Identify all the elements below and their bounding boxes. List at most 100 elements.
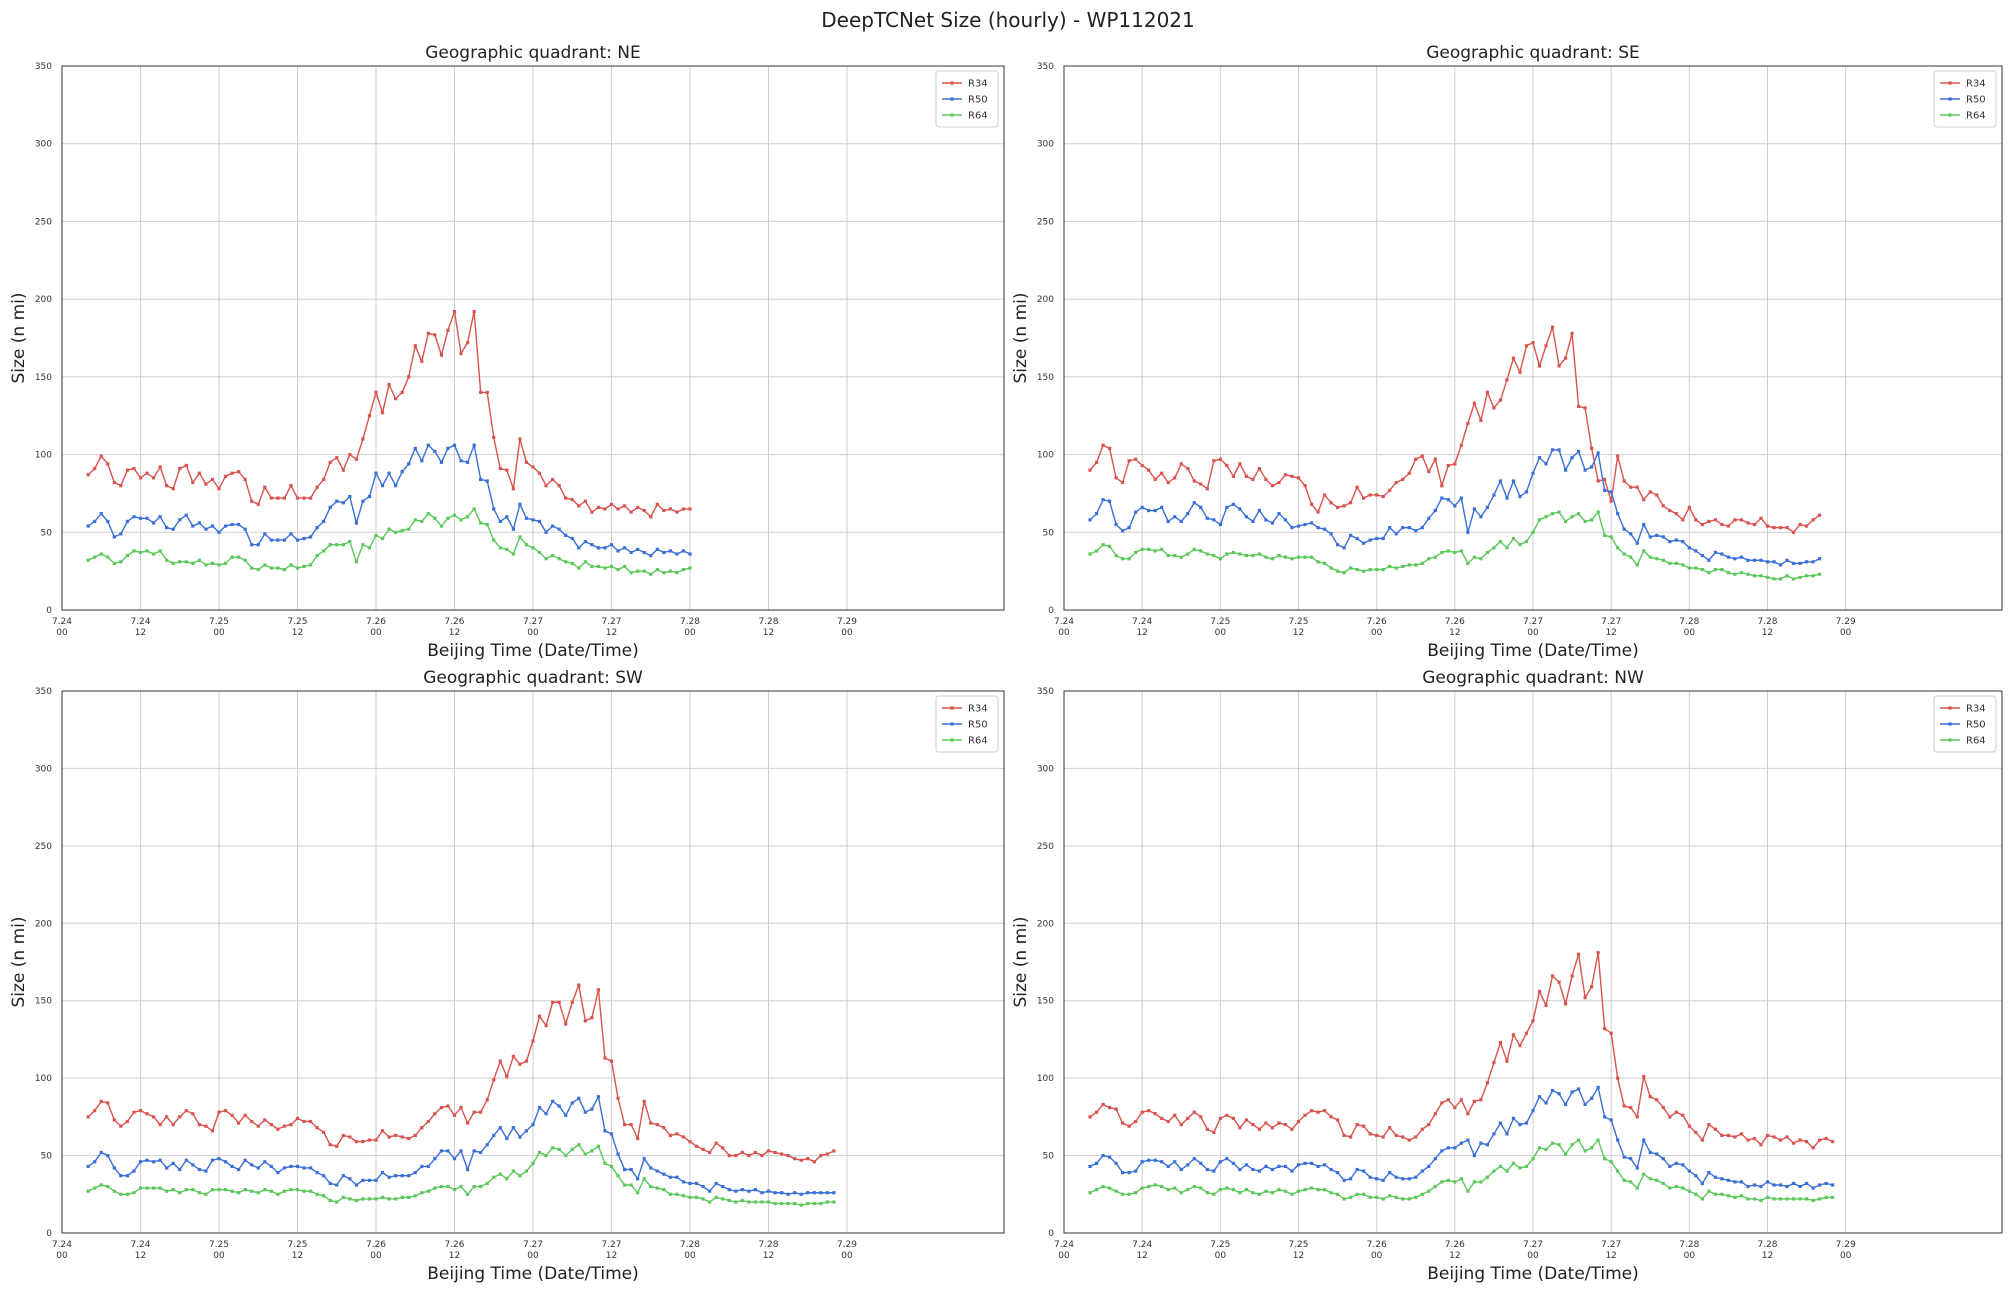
data-point: [1603, 1115, 1607, 1119]
data-point: [237, 470, 241, 474]
data-point: [1264, 1164, 1268, 1169]
data-point: [263, 1188, 267, 1192]
data-point: [1720, 567, 1724, 572]
data-point: [1101, 543, 1105, 547]
x-axis-label: Beijing Time (Date/Time): [427, 641, 639, 661]
data-point: [1114, 554, 1118, 558]
data-point: [112, 535, 116, 539]
data-point: [1147, 1158, 1151, 1162]
data-point: [1303, 555, 1307, 559]
y-axis-label: Size (n mi): [1011, 916, 1031, 1007]
data-point: [1694, 1192, 1698, 1196]
data-point: [1218, 1188, 1222, 1192]
data-point: [485, 1143, 489, 1147]
data-point: [1531, 530, 1535, 534]
data-point: [1290, 1169, 1294, 1173]
data-point: [1107, 1105, 1112, 1110]
data-point: [1466, 561, 1470, 565]
data-point: [191, 1163, 195, 1167]
data-point: [564, 533, 568, 537]
data-point: [1127, 1124, 1131, 1128]
data-point: [1309, 1186, 1314, 1190]
data-point: [1427, 516, 1431, 520]
series-r50: [86, 1094, 836, 1196]
data-point: [511, 527, 515, 531]
data-point: [230, 522, 234, 527]
data-point: [1713, 1192, 1717, 1196]
data-point: [1147, 1109, 1151, 1113]
data-point: [178, 560, 182, 564]
data-point: [1127, 557, 1131, 561]
data-point: [1557, 448, 1561, 452]
data-point: [1563, 468, 1568, 472]
data-point: [289, 563, 293, 567]
data-point: [1257, 1169, 1262, 1173]
data-point: [1388, 564, 1392, 569]
data-point: [256, 502, 260, 506]
data-point: [1283, 518, 1288, 522]
data-point: [1694, 549, 1698, 553]
data-point: [596, 564, 601, 569]
data-point: [237, 1191, 241, 1195]
data-point: [256, 543, 260, 547]
data-point: [766, 1149, 771, 1153]
data-point: [132, 1110, 136, 1114]
data-point: [583, 1152, 587, 1156]
data-point: [609, 564, 614, 569]
x-tick-label: 7.25 12: [287, 1240, 307, 1261]
data-point: [1212, 459, 1216, 463]
data-point: [426, 443, 430, 447]
data-point: [1322, 1188, 1327, 1192]
data-point: [145, 1186, 149, 1190]
data-point: [1140, 463, 1144, 468]
data-point: [1140, 1160, 1144, 1164]
data-point: [1173, 554, 1177, 558]
data-point: [1557, 980, 1561, 984]
data-point: [1153, 477, 1157, 482]
data-point: [1290, 1127, 1294, 1131]
data-point: [1231, 1161, 1235, 1165]
data-point: [622, 546, 627, 550]
data-point: [1804, 560, 1809, 564]
legend-box: [1933, 70, 1997, 128]
data-point: [1094, 1188, 1099, 1192]
data-point: [681, 1194, 686, 1198]
data-point: [655, 567, 659, 572]
data-point: [1811, 574, 1815, 578]
data-point: [276, 1127, 280, 1131]
data-point: [165, 1115, 169, 1119]
data-point: [675, 1132, 679, 1136]
data-point: [269, 566, 273, 570]
data-point: [387, 1197, 391, 1201]
data-point: [1700, 567, 1704, 572]
data-point: [1590, 985, 1594, 989]
x-tick-label: 7.29 00: [837, 1240, 857, 1261]
data-point: [655, 547, 659, 551]
data-point: [1518, 1166, 1522, 1170]
data-point: [1205, 487, 1209, 491]
data-point: [204, 1124, 208, 1128]
data-point: [760, 1200, 764, 1204]
data-point: [1251, 1191, 1255, 1195]
data-point: [439, 460, 444, 464]
data-point: [1375, 1133, 1379, 1138]
data-point: [505, 515, 509, 519]
data-point: [551, 477, 555, 482]
data-point: [636, 569, 640, 573]
data-point: [1570, 974, 1574, 978]
data-point: [1485, 390, 1490, 394]
data-point: [217, 530, 221, 534]
data-point: [1576, 449, 1581, 454]
data-point: [773, 1191, 777, 1195]
data-point: [1694, 1174, 1698, 1178]
data-point: [1687, 1189, 1691, 1193]
data-point: [400, 390, 404, 394]
series-r64: [1088, 1138, 1835, 1203]
data-point: [1791, 577, 1796, 581]
data-point: [1759, 1184, 1763, 1189]
data-point: [662, 1188, 666, 1192]
x-tick-label: 7.28 12: [758, 1240, 778, 1261]
data-point: [629, 510, 633, 514]
data-point: [420, 1164, 424, 1169]
data-point: [151, 1186, 156, 1190]
